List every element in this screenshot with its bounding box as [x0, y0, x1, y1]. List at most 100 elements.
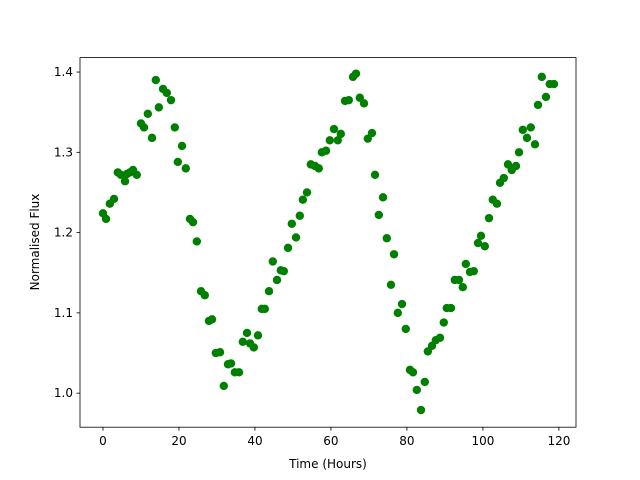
data-point	[367, 128, 377, 138]
data-point	[207, 315, 217, 324]
x-tick-label: 0	[99, 434, 107, 448]
data-point	[374, 210, 384, 220]
data-point	[264, 287, 274, 296]
data-point	[147, 133, 157, 143]
data-point	[272, 275, 282, 285]
data-point	[514, 148, 524, 157]
data-point	[484, 213, 494, 223]
data-point	[101, 214, 111, 224]
x-tick-label: 60	[323, 434, 338, 448]
data-point	[139, 123, 149, 132]
data-point	[386, 280, 396, 289]
data-point	[416, 405, 426, 415]
y-tick-label: 1.3	[54, 145, 73, 159]
data-point	[393, 308, 403, 318]
data-point	[219, 381, 229, 391]
y-tick-label: 1.2	[54, 226, 73, 240]
data-point	[279, 266, 289, 276]
data-point	[378, 193, 388, 202]
data-point	[177, 141, 187, 151]
data-point	[260, 304, 270, 314]
data-point	[143, 109, 153, 118]
data-point	[480, 242, 490, 251]
data-point	[321, 146, 331, 155]
data-point	[325, 136, 335, 145]
data-point	[469, 266, 478, 276]
x-tick-label: 100	[471, 434, 494, 448]
data-point	[215, 348, 225, 357]
y-tick-label: 1.4	[54, 65, 73, 79]
data-point	[226, 359, 236, 368]
data-point	[420, 377, 429, 387]
data-point	[132, 170, 141, 180]
data-point	[166, 95, 176, 105]
data-point	[370, 170, 380, 180]
data-point	[333, 136, 342, 145]
data-point	[397, 299, 407, 309]
data-point	[298, 195, 308, 204]
x-tick-label: 80	[399, 434, 414, 448]
data-point	[522, 133, 532, 143]
data-point	[492, 199, 502, 208]
y-tick-label: 1.1	[54, 306, 73, 320]
x-tick-label: 20	[171, 434, 186, 448]
data-point	[154, 103, 164, 112]
data-point	[151, 75, 160, 85]
data-point	[537, 72, 547, 82]
data-point	[499, 173, 509, 183]
data-point	[526, 123, 535, 132]
data-point	[120, 177, 130, 186]
data-point	[188, 217, 198, 227]
data-point	[162, 88, 172, 98]
data-point	[287, 219, 297, 228]
data-point	[359, 99, 369, 108]
data-point	[329, 124, 339, 134]
plot-frame	[79, 57, 577, 428]
data-point	[268, 257, 278, 266]
data-point	[173, 157, 183, 167]
data-point	[549, 79, 559, 89]
data-point	[249, 343, 259, 352]
data-point	[382, 234, 391, 243]
data-point	[533, 100, 543, 110]
data-point	[200, 291, 210, 300]
data-point	[412, 385, 422, 395]
data-point	[351, 69, 361, 78]
data-point	[302, 188, 312, 197]
data-point	[458, 282, 467, 292]
data-point	[234, 368, 244, 377]
data-point	[461, 259, 471, 269]
data-point	[242, 328, 252, 338]
data-point	[314, 164, 323, 173]
data-point	[336, 129, 346, 139]
data-point	[181, 164, 191, 173]
data-point	[401, 324, 410, 334]
data-point	[439, 318, 448, 327]
data-point	[238, 337, 248, 346]
data-point	[389, 250, 399, 259]
data-point	[454, 275, 464, 285]
x-axis-label: Time (Hours)	[288, 457, 367, 471]
data-point	[530, 140, 540, 149]
y-axis-label: Normalised Flux	[28, 194, 42, 291]
x-tick-label: 120	[547, 434, 570, 448]
data-point	[253, 331, 263, 340]
data-point	[295, 211, 304, 220]
data-point	[109, 194, 119, 204]
y-tick-label: 1.0	[54, 386, 73, 400]
data-point	[511, 161, 521, 171]
data-point	[408, 368, 418, 377]
data-point	[283, 243, 293, 253]
data-point	[344, 95, 354, 105]
data-point	[446, 303, 456, 313]
data-point	[473, 238, 483, 248]
data-point	[192, 237, 202, 246]
data-point	[476, 231, 486, 241]
data-point	[518, 125, 528, 135]
data-point	[435, 333, 445, 342]
data-point	[291, 233, 301, 242]
data-point	[541, 92, 551, 102]
x-tick-label: 40	[247, 434, 262, 448]
